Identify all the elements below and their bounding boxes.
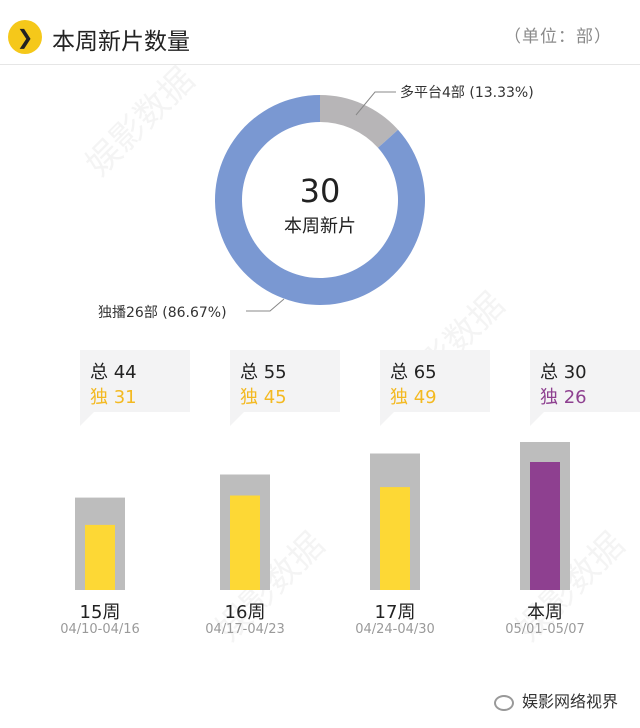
leader-line-exclusive (246, 298, 285, 312)
donut-chart (215, 91, 425, 312)
bar-exclusive-0 (85, 524, 115, 590)
week-label: 15周 (79, 602, 121, 623)
callout-card-16: 总 55 独 45 (230, 350, 340, 426)
bar-exclusive-3 (530, 462, 560, 590)
date-range-label: 04/24-04/30 (355, 622, 435, 637)
card-tail (530, 412, 544, 426)
leader-line-multi (355, 91, 396, 116)
bar-exclusive-2 (380, 487, 410, 590)
exclusive-label: 独 45 (240, 387, 287, 408)
callout-card-current: 总 30 独 26 (530, 350, 640, 426)
donut-slice-0 (320, 95, 399, 148)
exclusive-label: 独 49 (390, 387, 437, 408)
wechat-icon (493, 694, 514, 711)
unit-label: （单位：部） (504, 27, 612, 47)
footer-brand-text: 娱影网络视界 (521, 692, 618, 711)
card-tail (230, 412, 244, 426)
date-range-label: 04/10-04/16 (60, 622, 140, 637)
footer-brand: 娱影网络视界 (493, 688, 618, 712)
slice-label-exclusive: 独播26部 (86.67%) (98, 305, 227, 321)
week-label: 本周 (527, 602, 563, 623)
callout-card-15: 总 44 独 31 (80, 350, 190, 426)
total-label: 总 30 (540, 362, 587, 383)
total-label: 总 55 (240, 362, 287, 383)
total-label: 总 44 (90, 362, 137, 383)
week-label: 16周 (224, 602, 266, 623)
date-range-label: 05/01-05/07 (505, 622, 585, 637)
donut-total: 30 (299, 172, 341, 210)
week-label: 17周 (374, 602, 416, 623)
donut-center-label: 本周新片 (284, 216, 356, 237)
total-label: 总 65 (390, 362, 437, 383)
header: ❯ 本周新片数量 （单位：部） (0, 0, 640, 70)
date-range-label: 04/17-04/23 (205, 622, 285, 637)
card-tail (380, 412, 394, 426)
slice-label-multi-platform: 多平台4部 (13.33%) (400, 85, 534, 101)
chevron-right-icon: ❯ (8, 20, 42, 54)
header-divider (0, 64, 640, 65)
card-tail (80, 412, 94, 426)
bar-exclusive-1 (230, 495, 260, 590)
exclusive-label: 独 26 (540, 387, 587, 408)
page-title: 本周新片数量 (52, 29, 190, 55)
callout-card-17: 总 65 独 49 (380, 350, 490, 426)
exclusive-label: 独 31 (90, 387, 137, 408)
